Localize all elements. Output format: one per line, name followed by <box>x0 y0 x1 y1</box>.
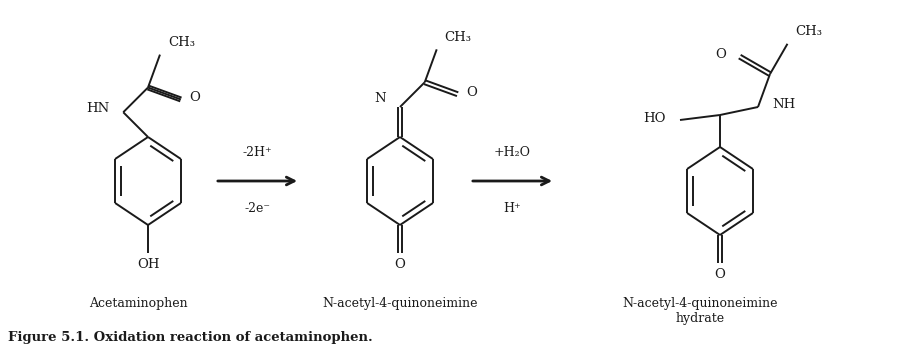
Text: O: O <box>394 258 405 272</box>
Text: HO: HO <box>644 111 666 125</box>
Text: -2e⁻: -2e⁻ <box>244 203 270 215</box>
Text: Acetaminophen: Acetaminophen <box>89 298 188 310</box>
Text: CH₃: CH₃ <box>796 25 823 38</box>
Text: H⁺: H⁺ <box>504 203 522 215</box>
Text: +H₂O: +H₂O <box>494 147 531 159</box>
Text: -2H⁺: -2H⁺ <box>242 147 272 159</box>
Text: OH: OH <box>136 258 159 272</box>
Text: CH₃: CH₃ <box>168 36 195 49</box>
Text: O: O <box>715 268 726 282</box>
Text: N: N <box>374 93 386 105</box>
Text: NH: NH <box>772 99 796 111</box>
Text: O: O <box>466 86 477 99</box>
Text: CH₃: CH₃ <box>445 31 471 44</box>
Text: HN: HN <box>86 102 110 115</box>
Text: N-acetyl-4-quinoneimine
hydrate: N-acetyl-4-quinoneimine hydrate <box>622 297 778 325</box>
Text: N-acetyl-4-quinoneimine: N-acetyl-4-quinoneimine <box>322 298 478 310</box>
Text: Figure 5.1. Oxidation reaction of acetaminophen.: Figure 5.1. Oxidation reaction of acetam… <box>8 331 373 344</box>
Text: O: O <box>715 48 726 61</box>
Text: O: O <box>189 91 200 104</box>
